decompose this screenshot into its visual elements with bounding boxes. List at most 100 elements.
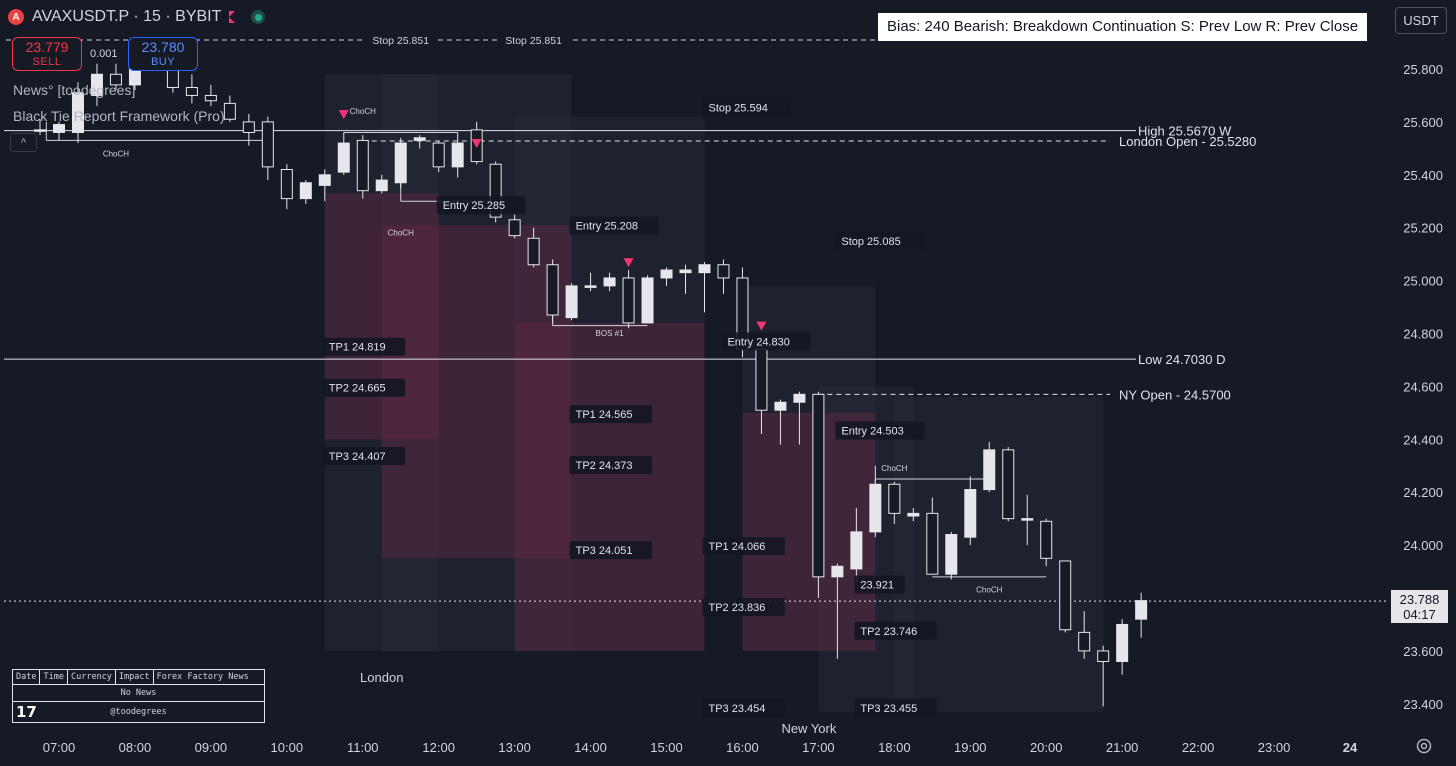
x-tick-label: 16:00 [726,740,759,755]
candle-body [1002,449,1015,520]
x-tick-label: 24 [1343,740,1358,755]
trade-label: TP3 24.407 [329,451,386,463]
candle-body [34,129,47,132]
candle-body [850,531,863,570]
candle-body [489,163,502,218]
sell-signal-marker [338,109,349,119]
gear-icon[interactable] [1414,736,1434,756]
y-tick-label: 24.000 [1403,538,1443,553]
structure-label: ChoCH [350,107,376,116]
x-tick-label: 20:00 [1030,740,1063,755]
trade-label: TP3 24.051 [576,545,633,557]
tradingview-logo-icon: 17 [16,703,37,721]
buy-label: BUY [150,56,176,68]
y-tick-label: 25.000 [1403,274,1443,289]
news-col-time: Time [40,670,68,684]
trade-label: Stop 25.594 [708,102,767,114]
sell-signal-marker [471,139,482,149]
sell-button[interactable]: 23.779 SELL [12,37,82,71]
x-tick-label: 23:00 [1258,740,1291,755]
news-table: Date Time Currency Impact Forex Factory … [12,669,265,723]
x-tick-label: 14:00 [574,740,607,755]
x-tick-label: 12:00 [422,740,455,755]
candle-body [508,219,521,237]
trade-label: TP1 24.565 [576,409,633,421]
y-tick-label: 24.200 [1403,485,1443,500]
x-tick-label: 07:00 [43,740,76,755]
y-tick-label: 25.800 [1403,62,1443,77]
x-tick-label: 18:00 [878,740,911,755]
candle-body [413,137,426,141]
y-tick-label: 24.800 [1403,327,1443,342]
candle-body [679,269,692,274]
candle-body [584,285,597,288]
buy-price: 23.780 [141,39,185,55]
candle-body [1021,518,1034,521]
candle-body [1040,520,1053,559]
candle-body [394,142,407,184]
trade-label: TP1 24.819 [329,342,386,354]
trade-label: TP3 23.455 [860,703,917,715]
sell-label: SELL [32,56,62,68]
structure-label: ChoCH [388,229,414,238]
candle-body [185,87,198,96]
x-tick-label: 11:00 [347,740,379,755]
spread-value: 0.001 [90,48,118,60]
trade-label-bg [569,541,652,560]
trade-label-bg [835,231,925,250]
trade-label-bg [702,98,792,117]
candle-body [53,124,65,133]
candle-body [888,483,901,514]
news-col-currency: Currency [68,670,116,684]
trade-label-bg [569,455,652,474]
trade-label-bg [322,446,406,465]
symbol-title[interactable]: AVAXUSDT.P · 15 · BYBIT [32,8,222,25]
level-label: Low 24.7030 D [1138,352,1225,367]
candle-body [1059,560,1072,631]
candle-body [375,179,388,192]
candle-body [641,277,654,324]
x-tick-label: 22:00 [1182,740,1215,755]
news-table-header: Date Time Currency Impact Forex Factory … [13,670,264,685]
news-row: No News [13,685,264,702]
candle-body [356,139,369,192]
sell-signal-marker [623,258,634,268]
x-tick-label: 09:00 [195,740,228,755]
stop-label-bg [497,33,570,47]
news-col-impact: Impact [116,670,154,684]
x-tick-label: 21:00 [1106,740,1139,755]
trade-label-bg [702,537,785,556]
stop-label-bg [364,33,437,47]
candle-body [71,92,84,133]
x-tick-label: 08:00 [119,740,152,755]
session-label: New York [781,721,836,736]
y-tick-label: 25.600 [1403,115,1443,130]
session-box [894,396,1104,712]
buy-button[interactable]: 23.780 BUY [128,37,198,71]
flag-icon[interactable] [229,11,243,23]
session-label: London [360,670,403,685]
stop-label: Stop 25.851 [372,35,429,47]
candle-body [432,142,445,168]
indicator-black-tie[interactable]: Black Tie Report Framework (Pro) [13,108,225,124]
candle-body [318,174,331,186]
symbol-header[interactable]: A AVAXUSDT.P · 15 · BYBIT [8,8,266,26]
candle-body [109,73,122,86]
market-status-icon [251,10,266,24]
trade-label-bg [436,196,526,215]
indicator-news[interactable]: News° [toodegrees] [13,82,136,98]
candle-body [945,534,958,575]
collapse-indicators-button[interactable]: ^ [10,133,37,152]
structure-label: BOS #1 [596,329,625,338]
y-tick-label: 23.600 [1403,644,1443,659]
trade-label-bg [721,332,811,351]
structure-label: ChoCH [103,149,129,158]
current-price-tag: 23.788 04:17 [1391,590,1448,623]
trade-label: TP1 24.066 [708,541,765,553]
candle-body [755,348,768,411]
x-tick-label: 19:00 [954,740,987,755]
trade-label: TP2 24.665 [329,383,386,395]
trade-label-bg [835,421,925,440]
currency-selector[interactable]: USDT [1395,7,1447,34]
